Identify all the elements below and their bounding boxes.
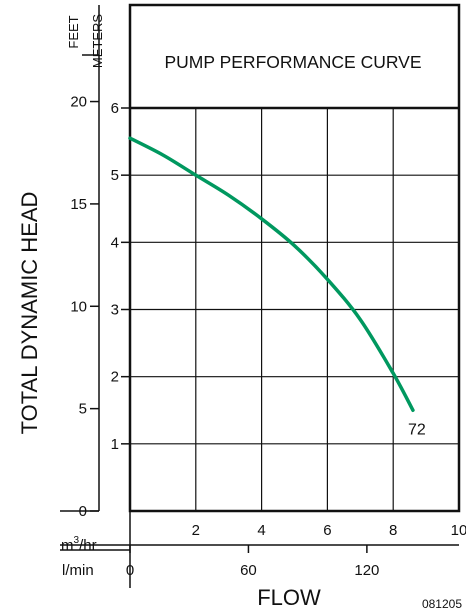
y-axis-title: TOTAL DYNAMIC HEAD [17, 192, 42, 435]
series-label-72: 72 [408, 421, 426, 438]
labels-layer: 0 5 10 15 20 1 2 3 4 5 6 2 4 6 8 10 0 60 120 72 [70, 94, 466, 579]
meters-tick-label-5: 5 [111, 167, 119, 184]
plot-frame [128, 3, 461, 513]
m3hr-unit-base: m [61, 537, 74, 554]
feet-tick-label-20: 20 [70, 94, 87, 111]
meters-tick-label-3: 3 [111, 302, 119, 319]
axes [60, 3, 461, 588]
meters-tick-label-1: 1 [111, 436, 119, 453]
feet-unit-label: FEET [66, 15, 81, 48]
chart-title: PUMP PERFORMANCE CURVE [164, 52, 421, 72]
m3hr-tick-label-2: 2 [192, 522, 200, 539]
x-axis-title: FLOW [257, 585, 321, 610]
m3hr-tick-label-6: 6 [323, 522, 331, 539]
lmin-unit-label: l/min [62, 562, 94, 579]
feet-tick-label-15: 15 [70, 196, 87, 213]
feet-tick-label-10: 10 [70, 298, 87, 315]
meters-unit-label: METERS [90, 14, 105, 69]
lmin-tick-label-0: 0 [126, 562, 134, 579]
lmin-tick-label-120: 120 [354, 562, 379, 579]
chart-code: 081205 [422, 597, 462, 611]
series-layer [128, 136, 415, 412]
meters-tick-label-4: 4 [111, 234, 119, 251]
meters-tick-label-6: 6 [111, 100, 119, 117]
m3hr-unit-sup: 3 [74, 535, 80, 546]
series-line-72 [128, 136, 415, 412]
m3hr-unit-label: m3/hr [61, 535, 97, 554]
m3hr-tick-label-8: 8 [389, 522, 397, 539]
feet-tick-label-0: 0 [79, 503, 87, 520]
feet-tick-label-5: 5 [79, 401, 87, 418]
meters-tick-label-2: 2 [111, 369, 119, 386]
m3hr-tick-label-4: 4 [257, 522, 265, 539]
m3hr-tick-label-10: 10 [451, 522, 466, 539]
grid-lines [130, 108, 459, 511]
lmin-tick-label-60: 60 [240, 562, 257, 579]
m3hr-unit-rest: /hr [79, 537, 97, 554]
